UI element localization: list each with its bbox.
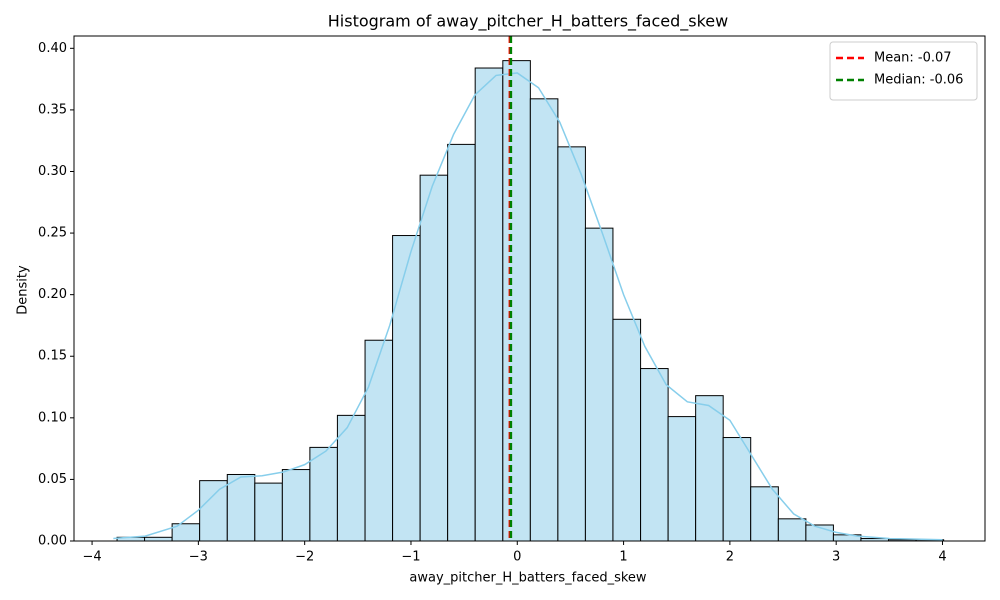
x-tick-label: 2 [726, 550, 734, 565]
y-tick-label: 0.35 [38, 102, 67, 117]
bar [392, 235, 421, 542]
y-tick-label: 0.00 [38, 534, 67, 549]
x-tick-label: −3 [189, 550, 208, 565]
y-tick-label: 0.25 [38, 226, 67, 241]
y-tick-label: 0.30 [38, 164, 67, 179]
bar [364, 339, 394, 542]
x-tick-label: −1 [401, 550, 420, 565]
bar [695, 395, 724, 542]
x-tick-label: −2 [295, 550, 314, 565]
x-tick-label: 1 [619, 550, 627, 565]
y-tick-label: 0.40 [38, 41, 67, 56]
plot-frame [73, 35, 986, 542]
bar [336, 414, 366, 542]
kde-line [113, 72, 943, 541]
legend-label: Mean: -0.07 [874, 51, 952, 66]
chart-title: Histogram of away_pitcher_H_batters_face… [328, 12, 728, 32]
bar [144, 536, 173, 542]
bar [309, 446, 338, 542]
x-tick-label: 4 [938, 550, 946, 565]
y-tick-label: 0.15 [38, 349, 67, 364]
x-axis-label: away_pitcher_H_batters_faced_skew [409, 571, 647, 586]
bar [281, 469, 311, 542]
bar [226, 473, 256, 542]
y-axis-label: Density [16, 265, 31, 315]
bar [750, 486, 779, 542]
x-tick-label: 3 [832, 550, 840, 565]
bar [557, 146, 586, 542]
legend-label: Median: -0.06 [874, 73, 963, 88]
y-tick-label: 0.10 [38, 410, 67, 425]
x-tick-label: 0 [513, 550, 521, 565]
y-tick-label: 0.05 [38, 472, 67, 487]
bar [584, 227, 614, 542]
bar [640, 368, 669, 542]
legend-box [829, 41, 978, 101]
bar [529, 98, 559, 542]
x-tick-label: −4 [82, 550, 101, 565]
y-tick-label: 0.20 [38, 287, 67, 302]
bar [447, 143, 476, 542]
bar [199, 480, 228, 542]
bar [612, 318, 642, 542]
bar [777, 518, 807, 542]
bar [419, 174, 449, 542]
bar [667, 416, 697, 542]
bar [474, 67, 504, 542]
bar [722, 437, 752, 542]
bar [502, 60, 531, 542]
bar [254, 482, 283, 542]
